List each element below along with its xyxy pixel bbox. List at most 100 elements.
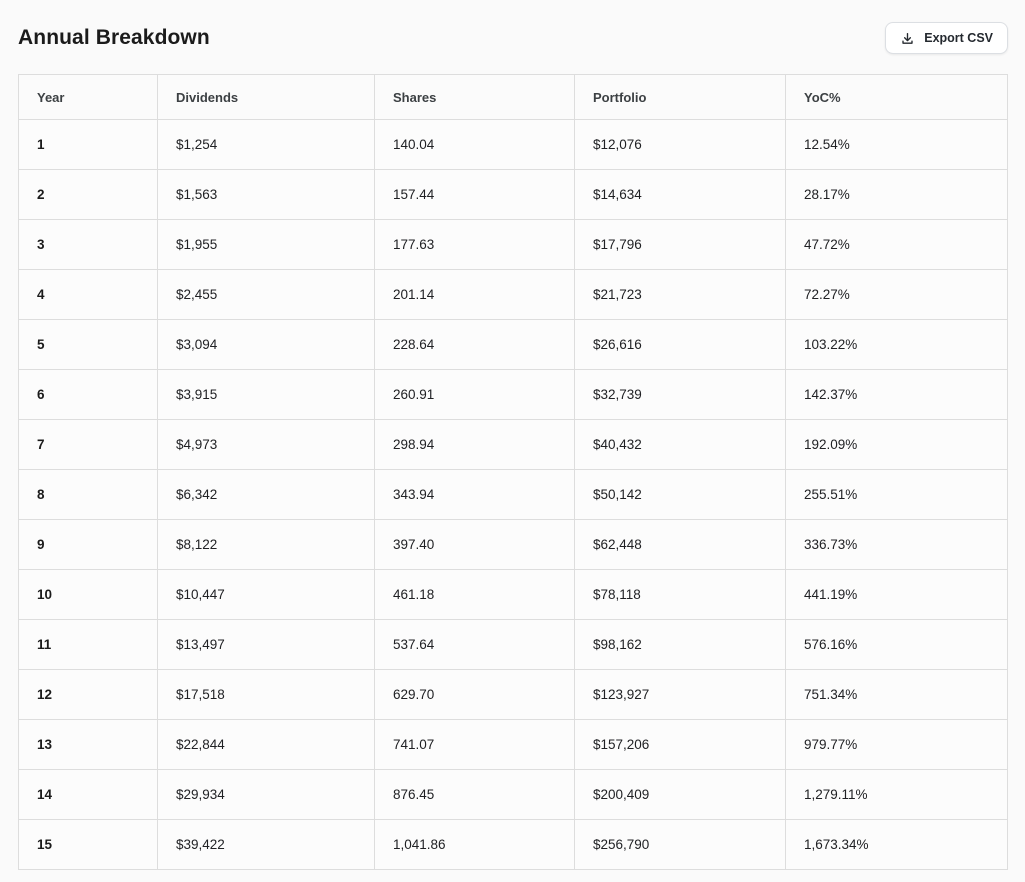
cell-year: 11 bbox=[18, 619, 158, 670]
table-row: 1 $1,254 140.04 $12,076 12.54% bbox=[18, 119, 1008, 170]
cell-year: 12 bbox=[18, 669, 158, 720]
column-header-year: Year bbox=[18, 74, 158, 120]
cell-yoc: 255.51% bbox=[785, 469, 1008, 520]
cell-yoc: 72.27% bbox=[785, 269, 1008, 320]
cell-yoc: 28.17% bbox=[785, 169, 1008, 220]
cell-portfolio: $62,448 bbox=[574, 519, 786, 570]
table-body: 1 $1,254 140.04 $12,076 12.54% 2 $1,563 157.44 $… bbox=[18, 119, 1008, 870]
cell-shares: 177.63 bbox=[374, 219, 575, 270]
cell-yoc: 103.22% bbox=[785, 319, 1008, 370]
cell-dividends: $29,934 bbox=[157, 769, 375, 820]
table-row: 14 $29,934 876.45 $200,409 1,279.11% bbox=[18, 769, 1008, 820]
table-row: 6 $3,915 260.91 $32,739 142.37% bbox=[18, 369, 1008, 420]
cell-shares: 260.91 bbox=[374, 369, 575, 420]
cell-shares: 629.70 bbox=[374, 669, 575, 720]
column-header-dividends: Dividends bbox=[157, 74, 375, 120]
cell-portfolio: $12,076 bbox=[574, 119, 786, 170]
cell-year: 5 bbox=[18, 319, 158, 370]
cell-shares: 343.94 bbox=[374, 469, 575, 520]
cell-yoc: 751.34% bbox=[785, 669, 1008, 720]
column-header-yoc: YoC% bbox=[785, 74, 1008, 120]
cell-dividends: $13,497 bbox=[157, 619, 375, 670]
table-row: 8 $6,342 343.94 $50,142 255.51% bbox=[18, 469, 1008, 520]
cell-shares: 461.18 bbox=[374, 569, 575, 620]
cell-shares: 157.44 bbox=[374, 169, 575, 220]
table-row: 3 $1,955 177.63 $17,796 47.72% bbox=[18, 219, 1008, 270]
cell-dividends: $1,955 bbox=[157, 219, 375, 270]
cell-year: 15 bbox=[18, 819, 158, 870]
cell-year: 6 bbox=[18, 369, 158, 420]
cell-year: 13 bbox=[18, 719, 158, 770]
table-header: Year Dividends Shares Portfolio YoC% bbox=[18, 74, 1008, 120]
table-row: 10 $10,447 461.18 $78,118 441.19% bbox=[18, 569, 1008, 620]
cell-shares: 228.64 bbox=[374, 319, 575, 370]
cell-shares: 1,041.86 bbox=[374, 819, 575, 870]
table-row: 4 $2,455 201.14 $21,723 72.27% bbox=[18, 269, 1008, 320]
cell-dividends: $3,094 bbox=[157, 319, 375, 370]
cell-portfolio: $21,723 bbox=[574, 269, 786, 320]
cell-year: 1 bbox=[18, 119, 158, 170]
cell-year: 10 bbox=[18, 569, 158, 620]
cell-yoc: 142.37% bbox=[785, 369, 1008, 420]
column-header-shares: Shares bbox=[374, 74, 575, 120]
table-row: 9 $8,122 397.40 $62,448 336.73% bbox=[18, 519, 1008, 570]
cell-year: 14 bbox=[18, 769, 158, 820]
cell-year: 2 bbox=[18, 169, 158, 220]
cell-yoc: 192.09% bbox=[785, 419, 1008, 470]
export-csv-label: Export CSV bbox=[924, 31, 993, 45]
cell-shares: 397.40 bbox=[374, 519, 575, 570]
cell-yoc: 12.54% bbox=[785, 119, 1008, 170]
cell-dividends: $1,254 bbox=[157, 119, 375, 170]
cell-portfolio: $14,634 bbox=[574, 169, 786, 220]
cell-yoc: 1,673.34% bbox=[785, 819, 1008, 870]
cell-yoc: 336.73% bbox=[785, 519, 1008, 570]
cell-shares: 741.07 bbox=[374, 719, 575, 770]
cell-shares: 140.04 bbox=[374, 119, 575, 170]
cell-dividends: $1,563 bbox=[157, 169, 375, 220]
cell-dividends: $3,915 bbox=[157, 369, 375, 420]
cell-dividends: $4,973 bbox=[157, 419, 375, 470]
cell-portfolio: $123,927 bbox=[574, 669, 786, 720]
cell-portfolio: $200,409 bbox=[574, 769, 786, 820]
cell-dividends: $39,422 bbox=[157, 819, 375, 870]
export-csv-button[interactable]: Export CSV bbox=[885, 22, 1008, 54]
cell-yoc: 979.77% bbox=[785, 719, 1008, 770]
header-bar: Annual Breakdown Export CSV bbox=[18, 20, 1008, 56]
annual-breakdown-table: Year Dividends Shares Portfolio YoC% 1 $1,254… bbox=[18, 74, 1008, 870]
column-header-portfolio: Portfolio bbox=[574, 74, 786, 120]
cell-dividends: $22,844 bbox=[157, 719, 375, 770]
cell-yoc: 576.16% bbox=[785, 619, 1008, 670]
cell-portfolio: $157,206 bbox=[574, 719, 786, 770]
table-row: 5 $3,094 228.64 $26,616 103.22% bbox=[18, 319, 1008, 370]
table-row: 12 $17,518 629.70 $123,927 751.34% bbox=[18, 669, 1008, 720]
cell-portfolio: $32,739 bbox=[574, 369, 786, 420]
cell-portfolio: $256,790 bbox=[574, 819, 786, 870]
table-row: 11 $13,497 537.64 $98,162 576.16% bbox=[18, 619, 1008, 670]
cell-year: 8 bbox=[18, 469, 158, 520]
cell-dividends: $8,122 bbox=[157, 519, 375, 570]
header-row: Year Dividends Shares Portfolio YoC% bbox=[18, 74, 1008, 120]
cell-dividends: $17,518 bbox=[157, 669, 375, 720]
cell-year: 3 bbox=[18, 219, 158, 270]
cell-year: 9 bbox=[18, 519, 158, 570]
cell-yoc: 441.19% bbox=[785, 569, 1008, 620]
cell-yoc: 47.72% bbox=[785, 219, 1008, 270]
table-row: 7 $4,973 298.94 $40,432 192.09% bbox=[18, 419, 1008, 470]
cell-portfolio: $17,796 bbox=[574, 219, 786, 270]
table-row: 13 $22,844 741.07 $157,206 979.77% bbox=[18, 719, 1008, 770]
cell-portfolio: $78,118 bbox=[574, 569, 786, 620]
cell-shares: 537.64 bbox=[374, 619, 575, 670]
page-title: Annual Breakdown bbox=[18, 26, 210, 49]
table-row: 2 $1,563 157.44 $14,634 28.17% bbox=[18, 169, 1008, 220]
cell-shares: 201.14 bbox=[374, 269, 575, 320]
download-icon bbox=[900, 31, 915, 46]
cell-year: 7 bbox=[18, 419, 158, 470]
cell-dividends: $2,455 bbox=[157, 269, 375, 320]
cell-year: 4 bbox=[18, 269, 158, 320]
cell-portfolio: $40,432 bbox=[574, 419, 786, 470]
cell-dividends: $10,447 bbox=[157, 569, 375, 620]
cell-portfolio: $98,162 bbox=[574, 619, 786, 670]
cell-shares: 876.45 bbox=[374, 769, 575, 820]
table-row: 15 $39,422 1,041.86 $256,790 1,673.34% bbox=[18, 819, 1008, 870]
